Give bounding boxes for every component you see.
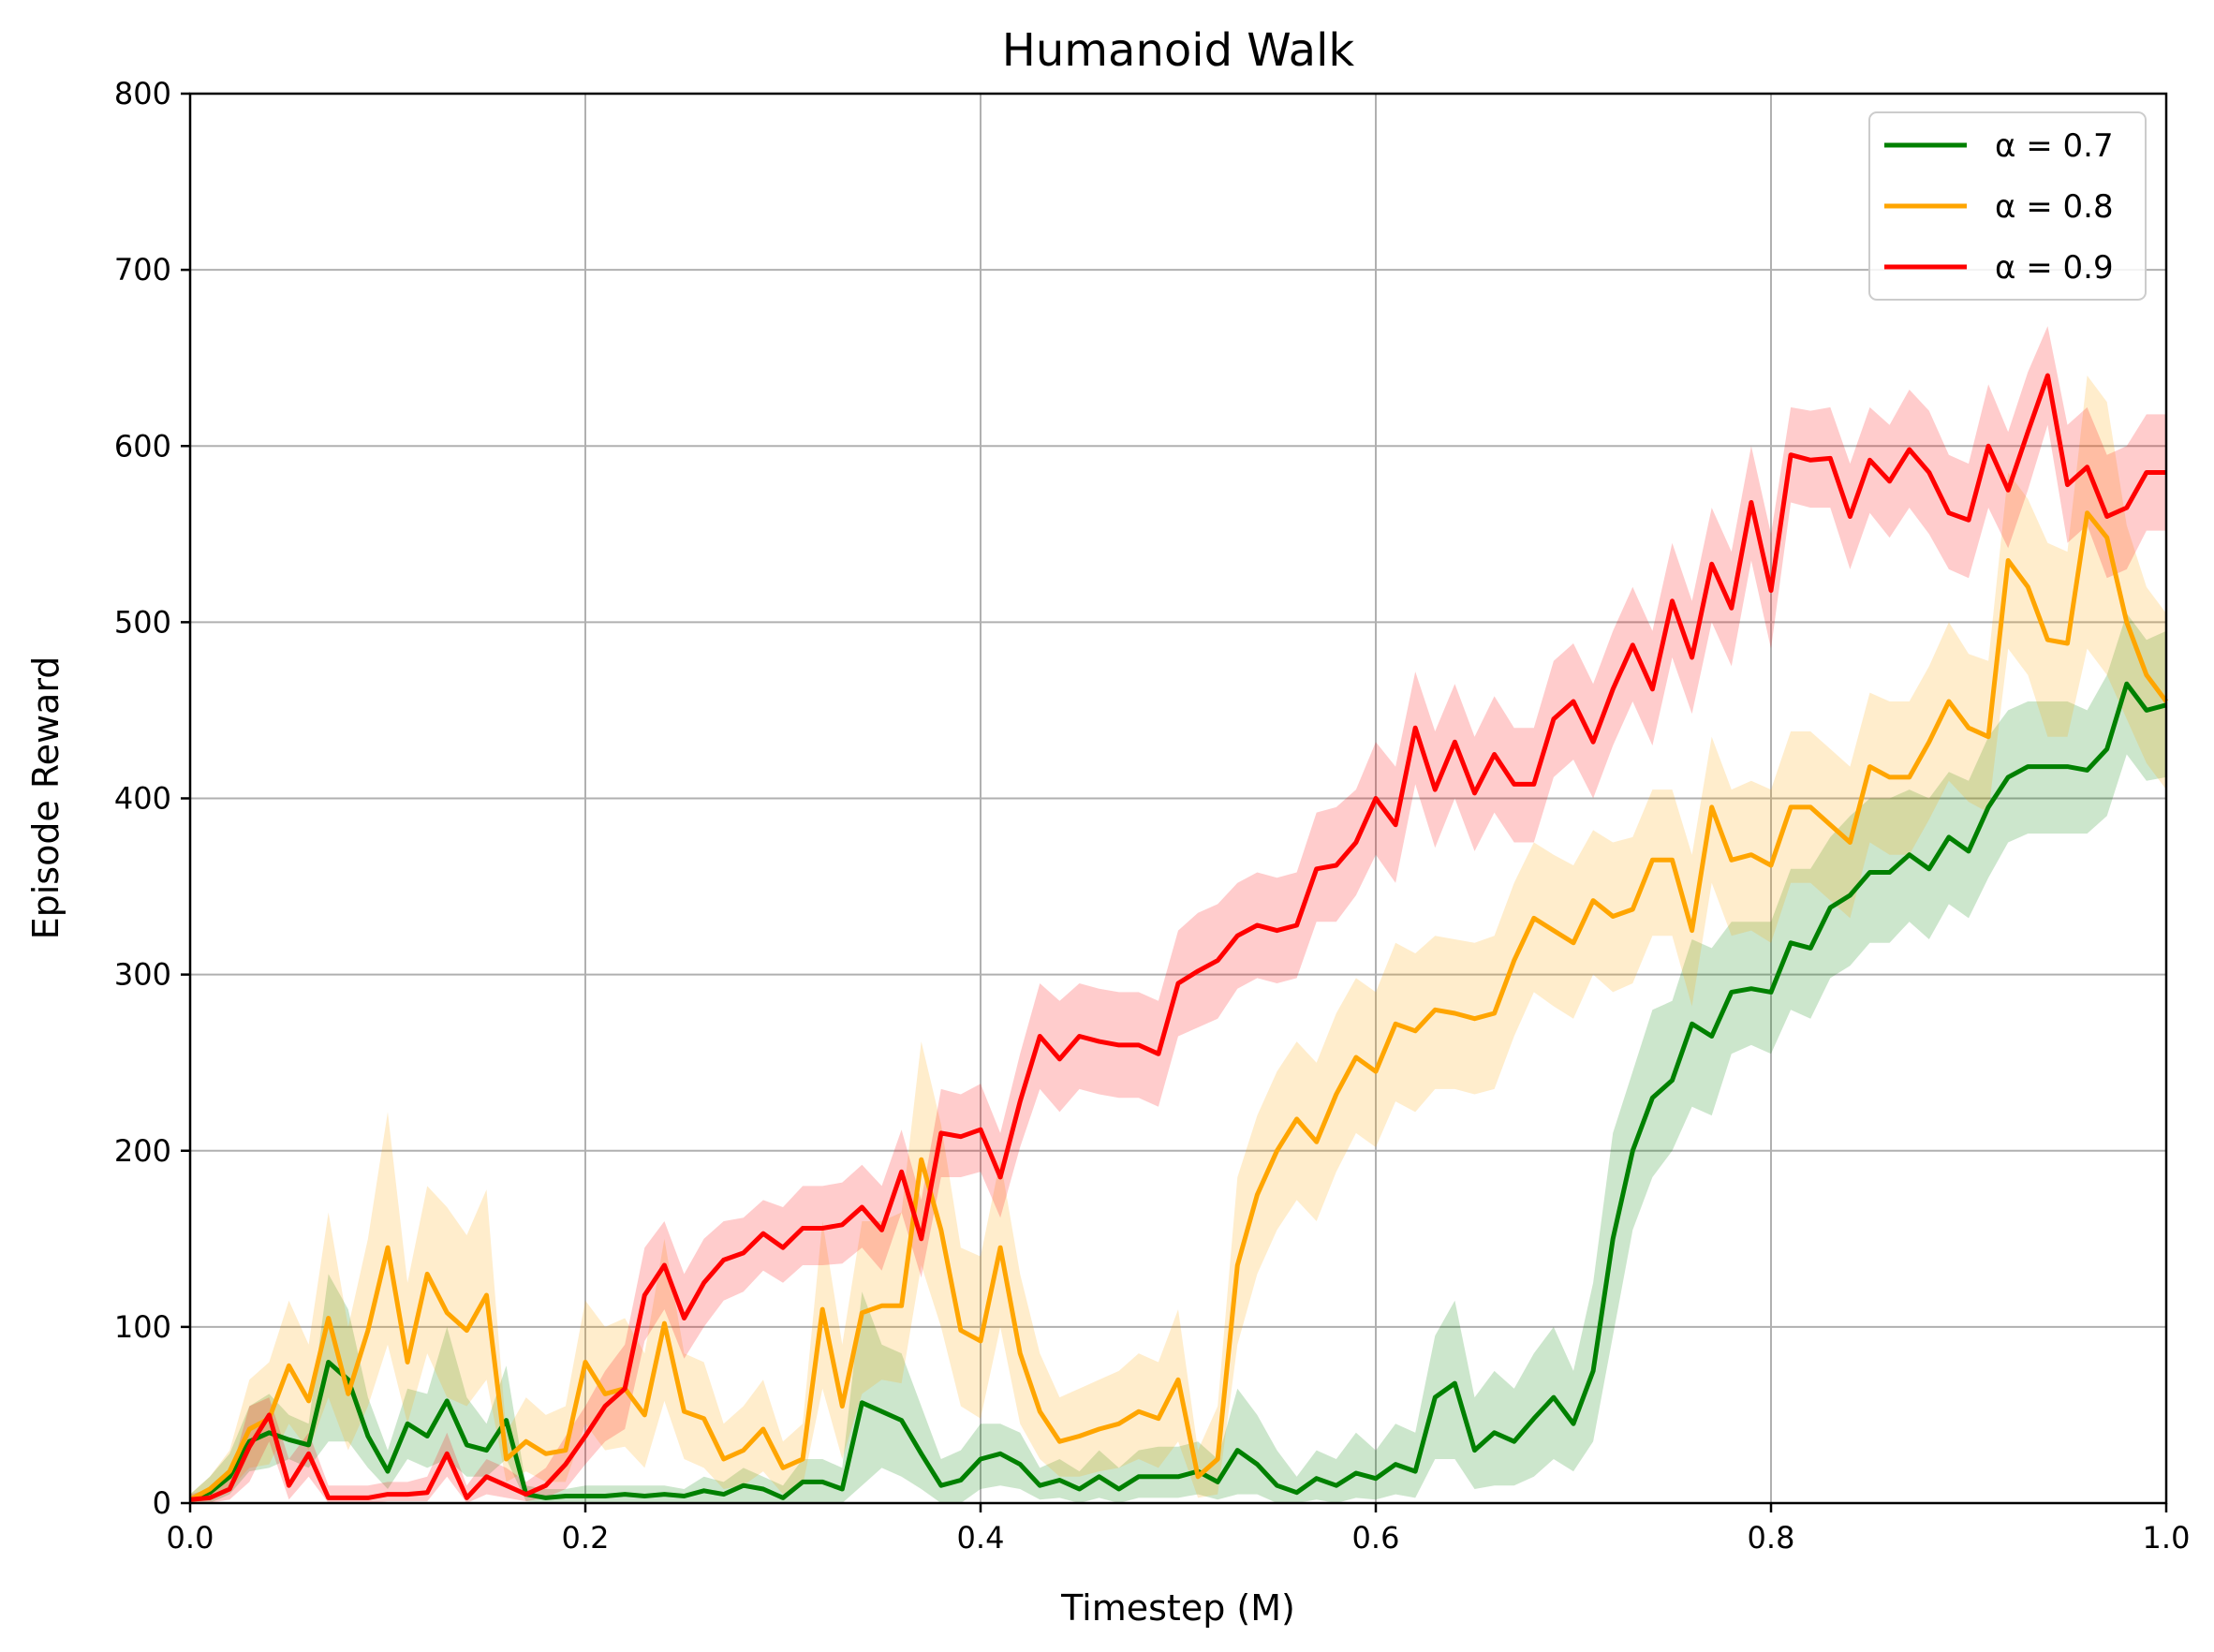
line-alpha-0-7: [189, 681, 2167, 1502]
x-tick-label-0: 0.0: [167, 1520, 214, 1556]
y-axis-ticks: 0 100 200 300 400 500 600 700 800: [114, 76, 190, 1521]
confidence-bands: [190, 326, 2166, 1503]
legend-box: [1868, 111, 2147, 301]
x-tick-label-5: 1.0: [2143, 1520, 2191, 1556]
y-tick-label-3: 300: [114, 957, 171, 993]
y-tick-label-7: 700: [114, 252, 171, 288]
y-tick-label-6: 600: [114, 428, 171, 464]
legend-label-alpha-0-8: α = 0.8: [1995, 188, 2114, 226]
y-tick-label-8: 800: [114, 76, 171, 111]
x-tick-label-4: 0.8: [1748, 1520, 1795, 1556]
band-alpha-0-9: [190, 326, 2166, 1503]
x-tick-label-3: 0.6: [1352, 1520, 1400, 1556]
x-axis-label: Timestep (M): [1060, 1587, 1295, 1629]
y-tick-label-0: 0: [153, 1485, 171, 1521]
x-tick-label-1: 0.2: [562, 1520, 610, 1556]
legend: α = 0.7 α = 0.8 α = 0.9: [1868, 111, 2147, 301]
x-axis-ticks: 0.0 0.2 0.4 0.6 0.8 1.0: [167, 1503, 2191, 1556]
legend-label-alpha-0-7: α = 0.7: [1995, 127, 2114, 165]
series-lines: [188, 373, 2169, 1502]
y-tick-label-1: 100: [114, 1309, 171, 1345]
y-tick-label-5: 500: [114, 604, 171, 640]
line-alpha-0-9: [189, 373, 2166, 1502]
y-tick-label-2: 200: [114, 1133, 171, 1169]
legend-label-alpha-0-9: α = 0.9: [1995, 249, 2114, 287]
y-tick-label-4: 400: [114, 781, 171, 817]
y-axis-label: Episode Reward: [25, 656, 66, 940]
line-alpha-0-8: [188, 510, 2169, 1502]
band-alpha-0-8: [190, 376, 2166, 1503]
chart-title: Humanoid Walk: [1002, 24, 1355, 77]
x-tick-label-2: 0.4: [957, 1520, 1005, 1556]
